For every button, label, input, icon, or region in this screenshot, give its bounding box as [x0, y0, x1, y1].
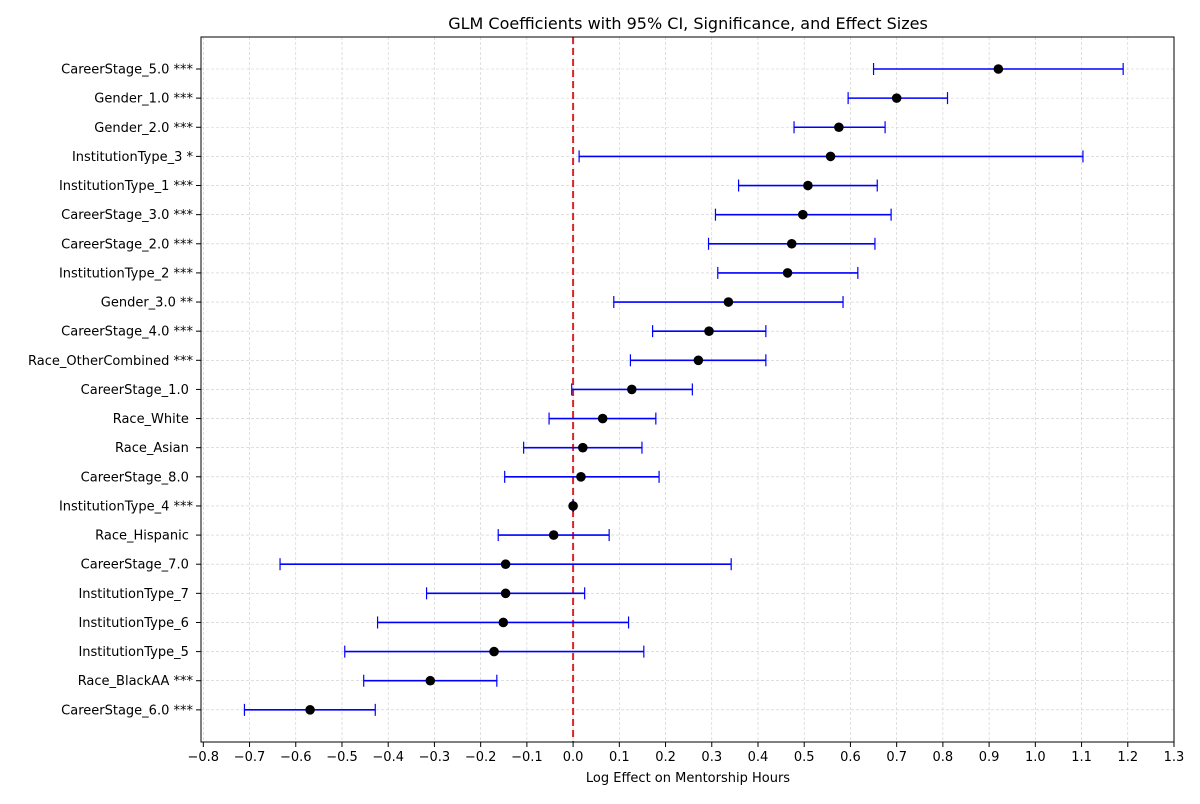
- estimate-point: [993, 64, 1004, 74]
- x-tick-label: 0.7: [886, 750, 907, 765]
- y-tick-label: CareerStage_6.0 ***: [61, 703, 193, 718]
- estimate-point: [825, 151, 836, 162]
- estimate-point: [578, 442, 588, 453]
- y-tick-label: CareerStage_8.0: [81, 470, 193, 485]
- estimate-point: [782, 268, 793, 278]
- y-tick-label: Race_Hispanic: [95, 529, 193, 544]
- x-tick-label: 0.3: [701, 750, 722, 765]
- estimate-point: [891, 93, 902, 103]
- estimate-point: [627, 384, 637, 395]
- estimate-point: [693, 355, 704, 366]
- x-axis-ticks: −0.8 −0.7 −0.6 −0.5 −0.4 −0.3 −0.2 −0.1 0.0 0.1 0.…: [188, 742, 1185, 765]
- estimate-point: [548, 530, 559, 540]
- estimate-point: [305, 705, 315, 715]
- x-tick-label: 0.0: [563, 750, 584, 765]
- x-tick-label: 0.4: [748, 750, 769, 765]
- estimate-point: [425, 675, 436, 686]
- x-tick-label: −0.7: [234, 750, 266, 765]
- y-tick-label: InstitutionType_7: [78, 587, 193, 602]
- y-tick-label: InstitutionType_3 *: [72, 150, 194, 165]
- x-tick-label: −0.8: [188, 750, 220, 765]
- estimate-point: [500, 588, 511, 599]
- estimate-point: [704, 326, 714, 336]
- y-tick-label: InstitutionType_5: [78, 645, 193, 660]
- estimate-point: [803, 180, 813, 191]
- estimate-point: [798, 209, 808, 220]
- y-tick-label: Race_White: [113, 412, 193, 427]
- estimate-points: [305, 64, 1004, 715]
- y-tick-label: InstitutionType_2 ***: [59, 266, 194, 281]
- estimate-point: [498, 617, 509, 628]
- x-tick-label: −0.4: [372, 750, 404, 765]
- y-tick-label: InstitutionType_4 ***: [59, 499, 194, 514]
- x-tick-label: 1.2: [1117, 750, 1138, 765]
- estimate-point: [834, 122, 844, 133]
- x-tick-label: 0.9: [979, 750, 1000, 765]
- estimate-point: [786, 238, 797, 249]
- y-tick-label: CareerStage_1.0: [81, 383, 193, 398]
- y-tick-label: CareerStage_5.0 ***: [61, 63, 193, 78]
- x-tick-label: −0.5: [326, 750, 358, 765]
- x-tick-label: 0.8: [933, 750, 954, 765]
- x-tick-label: 1.3: [1164, 750, 1185, 765]
- x-tick-label: 0.1: [609, 750, 630, 765]
- y-tick-label: Race_BlackAA ***: [78, 674, 194, 689]
- estimate-point: [489, 646, 499, 657]
- estimate-point: [568, 501, 578, 511]
- x-tick-label: 0.5: [794, 750, 815, 765]
- y-tick-label: CareerStage_2.0 ***: [61, 237, 193, 252]
- y-tick-label: Gender_1.0 ***: [94, 92, 193, 107]
- estimate-point: [723, 297, 734, 307]
- y-tick-label: InstitutionType_6: [78, 616, 193, 631]
- y-tick-label: InstitutionType_1 ***: [59, 179, 194, 194]
- estimate-point: [576, 472, 586, 482]
- y-tick-label: CareerStage_3.0 ***: [61, 208, 193, 223]
- y-tick-label: Gender_2.0 ***: [94, 121, 193, 136]
- x-tick-label: −0.3: [419, 750, 451, 765]
- chart-title: GLM Coefficients with 95% CI, Significan…: [448, 14, 928, 33]
- x-tick-label: 1.1: [1071, 750, 1092, 765]
- estimate-point: [597, 413, 608, 424]
- x-tick-label: −0.2: [465, 750, 497, 765]
- x-axis-label: Log Effect on Mentorship Hours: [586, 771, 790, 786]
- estimate-point: [500, 559, 511, 570]
- y-tick-label: Race_Asian: [115, 441, 193, 456]
- y-tick-label: Gender_3.0 **: [101, 296, 194, 311]
- x-tick-label: −0.1: [511, 750, 543, 765]
- y-tick-label: Race_OtherCombined ***: [28, 354, 193, 369]
- x-tick-label: −0.6: [280, 750, 312, 765]
- x-tick-label: 0.2: [655, 750, 676, 765]
- x-tick-label: 0.6: [840, 750, 861, 765]
- y-axis-ticks: CareerStage_5.0 *** Gender_1.0 *** Gender_…: [28, 63, 201, 718]
- y-tick-label: CareerStage_4.0 ***: [61, 325, 193, 340]
- x-tick-label: 1.0: [1025, 750, 1046, 765]
- y-tick-label: CareerStage_7.0: [81, 558, 193, 573]
